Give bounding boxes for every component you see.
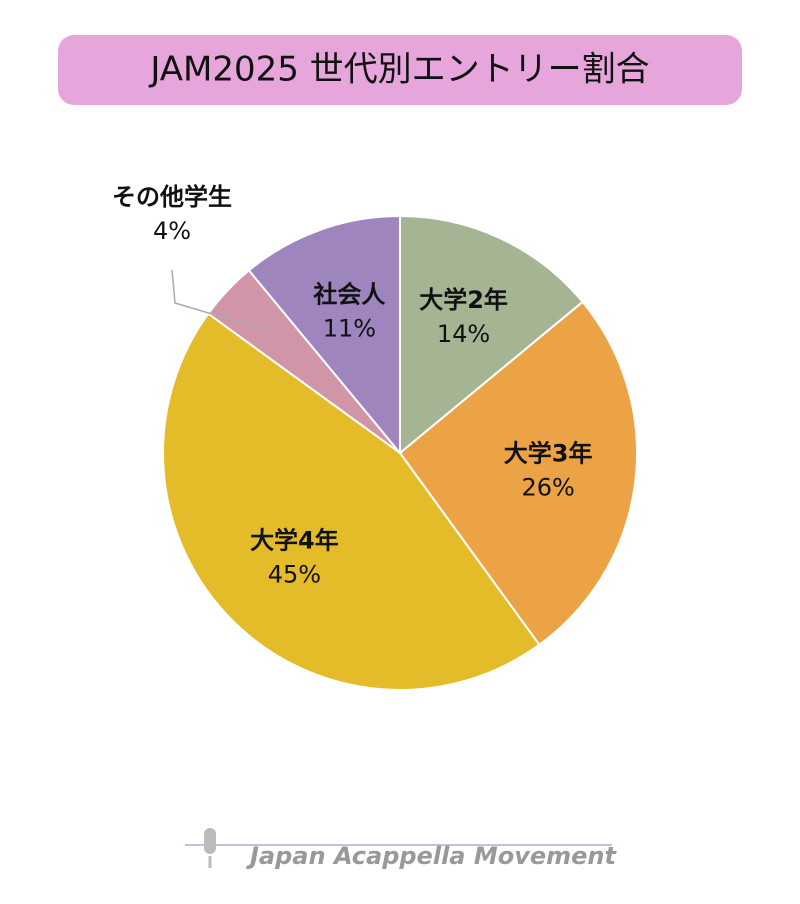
logo-mic xyxy=(204,828,216,854)
slice-value-label: 11% xyxy=(323,315,376,343)
pie-slice xyxy=(247,214,401,456)
slice-label: 社会人 xyxy=(313,281,385,309)
chart-title: JAM2025 世代別エントリー割合 xyxy=(148,50,649,90)
pie-slice xyxy=(399,214,585,456)
slice-label: 大学4年 xyxy=(250,527,339,555)
slice-value-label: 45% xyxy=(268,561,321,589)
slice-label: 大学3年 xyxy=(504,440,593,468)
slice-value-label: 14% xyxy=(437,320,490,348)
slice-value-label: 26% xyxy=(521,474,574,502)
title-box xyxy=(58,35,742,105)
footer-text: Japan Acappella Movement xyxy=(246,842,618,870)
pie-slice xyxy=(162,312,541,691)
slice-value-label: 4% xyxy=(153,217,191,245)
slice-label: その他学生 xyxy=(112,183,232,211)
footer-logo: Japan Acappella Movement xyxy=(185,828,618,870)
slice-label: 大学2年 xyxy=(419,286,508,314)
leader-line xyxy=(171,269,271,333)
pie-slice xyxy=(398,300,638,647)
